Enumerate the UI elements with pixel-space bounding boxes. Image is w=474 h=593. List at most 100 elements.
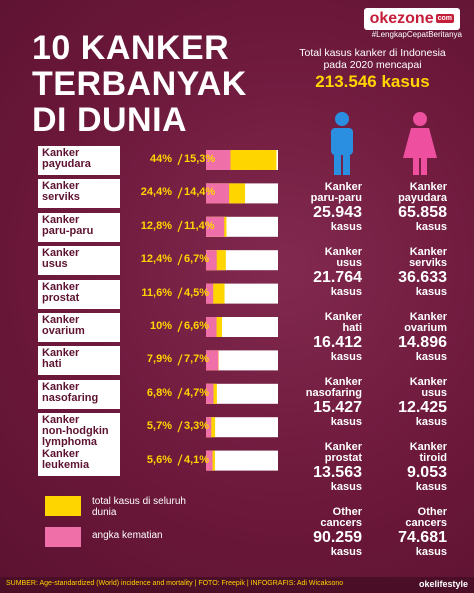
- value-label: 6,8%: [146, 386, 172, 399]
- footer-brand: okelifestyle: [418, 579, 468, 589]
- legend-swatch: [45, 527, 81, 547]
- indonesia-entry: Kanker nasofaring 15.427 kasus: [300, 377, 362, 428]
- category-label: Kanker leukemia: [38, 446, 120, 476]
- case-count: 12.425: [398, 399, 447, 416]
- case-count: 14.896: [398, 334, 447, 351]
- value-label: 4,1%: [184, 453, 210, 466]
- case-count: 65.858: [398, 204, 447, 221]
- category-label: Kanker ovarium: [38, 313, 120, 342]
- value-label: 44%: [149, 153, 172, 165]
- bar-track: [206, 450, 278, 471]
- bar: [206, 250, 217, 271]
- category-label: Kanker payudara: [38, 146, 120, 175]
- indonesia-entry: Kanker payudara 65.858 kasus: [385, 182, 447, 233]
- value-label: 12,4%: [140, 253, 172, 266]
- logo-suffix: com: [435, 14, 454, 24]
- unit: kasus: [415, 351, 447, 363]
- male-icon: [331, 112, 353, 175]
- unit: kasus: [415, 286, 447, 298]
- case-count: 21.764: [313, 269, 362, 286]
- title-line: DI DUNIA: [32, 101, 188, 139]
- cancer-name: Kanker prostat: [324, 442, 362, 464]
- indonesia-entry: Kanker ovarium 14.896 kasus: [385, 312, 447, 363]
- indonesia-entry: Kanker prostat 13.563 kasus: [300, 442, 362, 493]
- case-count: 25.943: [313, 204, 362, 221]
- separator: [177, 287, 183, 299]
- value-label: 6,7%: [184, 253, 210, 266]
- title-line: 10 KANKER: [32, 29, 230, 67]
- value-label: 15,3%: [184, 153, 216, 165]
- credit: SUMBER: Age-standardized (World) inciden…: [6, 580, 344, 587]
- unit: kasus: [330, 351, 362, 363]
- separator: [177, 153, 183, 166]
- indonesia-entry: Other cancers 90.259 kasus: [300, 507, 362, 558]
- unit: kasus: [415, 221, 447, 233]
- unit: kasus: [330, 481, 362, 493]
- bar: [206, 216, 225, 237]
- bar-track: [206, 317, 278, 337]
- indonesia-entry: Kanker hati 16.412 kasus: [300, 312, 362, 363]
- bar: [206, 150, 231, 170]
- cancer-name: Kanker usus: [409, 377, 447, 399]
- case-count: 16.412: [313, 334, 362, 351]
- legend-label: total kasus di seluruh dunia: [92, 496, 186, 518]
- bar: [206, 283, 214, 304]
- separator: [177, 354, 183, 366]
- case-count: 15.427: [313, 399, 362, 416]
- category-label: Kanker usus: [38, 246, 120, 276]
- cancer-name: Other cancers: [320, 507, 362, 529]
- separator: [177, 387, 183, 400]
- case-count: 9.053: [406, 464, 447, 481]
- bar: [206, 383, 214, 404]
- intro: Total kasus kanker di Indonesia pada 202…: [299, 47, 446, 71]
- value-label: 7,9%: [146, 353, 172, 366]
- indonesia-entry: Kanker usus 21.764 kasus: [300, 247, 362, 298]
- bar-track: [206, 417, 278, 438]
- unit: kasus: [415, 416, 447, 428]
- value-label: 4,7%: [184, 386, 210, 399]
- indonesia-entry: Kanker tiroid 9.053 kasus: [385, 442, 447, 493]
- bar-track: [206, 350, 278, 371]
- value-label: 11,4%: [184, 219, 215, 232]
- value-label: 4,5%: [184, 286, 210, 299]
- indonesia-entry: Kanker usus 12.425 kasus: [385, 377, 447, 428]
- logo-text: okezone: [369, 10, 434, 27]
- total: 213.546 kasus: [315, 72, 430, 91]
- cancer-name: Kanker tiroid: [409, 442, 447, 464]
- bar: [206, 183, 230, 204]
- female-icon: [403, 112, 437, 175]
- category-label: Kanker hati: [38, 346, 120, 376]
- bar: [206, 417, 212, 438]
- indonesia-entry: Other cancers 74.681 kasus: [385, 507, 447, 558]
- category-label: Kanker serviks: [38, 179, 120, 209]
- unit: kasus: [330, 221, 362, 233]
- footer-bar: [0, 577, 474, 593]
- separator: [177, 454, 183, 466]
- cancer-name: Kanker paru-paru: [310, 182, 362, 204]
- cancer-name: Kanker usus: [324, 247, 362, 269]
- logo: okezone com: [363, 8, 460, 30]
- case-count: 13.563: [313, 464, 362, 481]
- value-label: 3,3%: [184, 420, 210, 433]
- indonesia-entry: Kanker paru-paru 25.943 kasus: [300, 182, 362, 233]
- value-label: 24,4%: [140, 186, 172, 199]
- bar: [206, 317, 217, 337]
- value-label: 7,7%: [184, 353, 210, 366]
- value-label: 14,4%: [184, 186, 216, 199]
- category-label: Kanker nasofaring: [38, 379, 120, 409]
- cancer-name: Kanker hati: [324, 312, 362, 334]
- unit: kasus: [330, 546, 362, 558]
- category-label: Kanker prostat: [38, 279, 120, 309]
- legend-swatch: [45, 496, 81, 516]
- value-label: 12,8%: [140, 219, 172, 232]
- category-label: Kanker paru-paru: [38, 212, 120, 242]
- cancer-name: Kanker serviks: [409, 247, 447, 269]
- title-line: TERBANYAK: [32, 65, 247, 103]
- case-count: 36.633: [398, 269, 447, 286]
- separator: [177, 320, 183, 333]
- case-count: 90.259: [313, 529, 362, 546]
- unit: kasus: [415, 481, 447, 493]
- cancer-name: Kanker payudara: [398, 182, 447, 204]
